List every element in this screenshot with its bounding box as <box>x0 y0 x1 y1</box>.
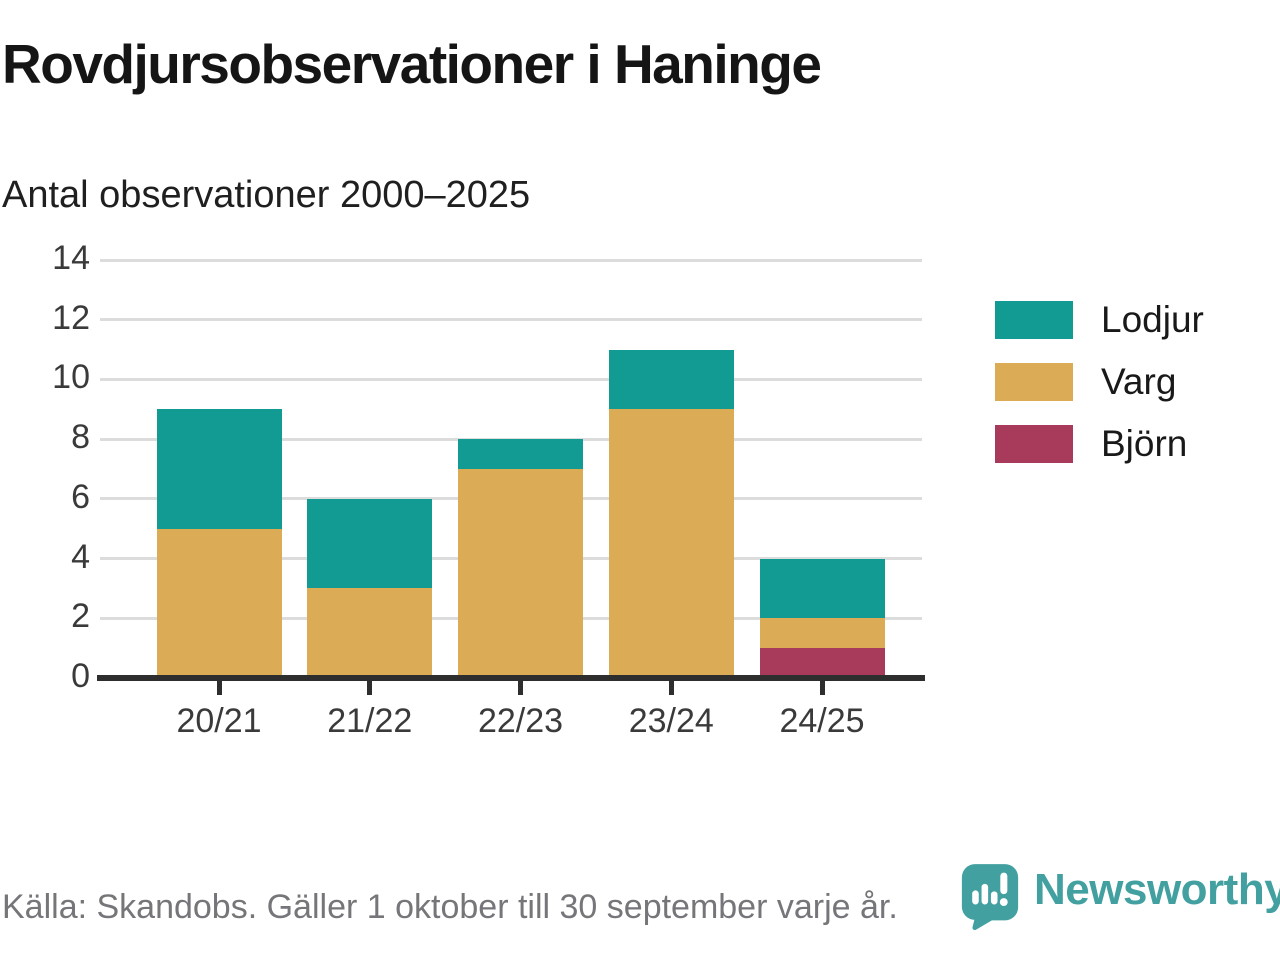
newsworthy-logo: Newsworthy <box>960 862 1280 930</box>
newsworthy-wordmark: Newsworthy <box>1034 865 1280 914</box>
x-tick-mark <box>668 678 674 695</box>
legend-item-varg: Varg <box>995 361 1204 403</box>
source-note: Källa: Skandobs. Gäller 1 oktober till 3… <box>2 888 898 926</box>
x-tick-mark <box>819 678 825 695</box>
x-tick-mark <box>216 678 222 695</box>
y-tick-label: 4 <box>71 537 90 576</box>
bar-segment-lodjur-24-25 <box>759 558 885 619</box>
x-axis-line <box>97 675 925 681</box>
bar-segment-lodjur-21-22 <box>307 498 433 589</box>
bar-segment-varg-22-23 <box>458 469 583 678</box>
bar-segment-varg-20-21 <box>156 528 282 678</box>
legend-label-lodjur: Lodjur <box>1101 299 1204 340</box>
bar-segment-varg-23-24 <box>608 409 734 678</box>
y-tick-label: 6 <box>71 477 90 516</box>
legend-label-varg: Varg <box>1101 361 1177 402</box>
y-grid-line <box>100 258 922 262</box>
x-tick-label: 24/25 <box>779 702 865 740</box>
y-tick-label: 12 <box>52 298 90 337</box>
x-tick-label: 22/23 <box>477 702 564 740</box>
newsworthy-bubble-chart-icon <box>961 864 1019 930</box>
legend-swatch-varg <box>995 363 1073 401</box>
legend-swatch-björn <box>995 425 1073 463</box>
bar-segment-varg-21-22 <box>307 588 433 678</box>
bar-segment-björn-24-25 <box>759 648 885 678</box>
bar-segment-varg-24-25 <box>759 618 885 649</box>
x-tick-label: 20/21 <box>176 702 262 740</box>
chart-subtitle: Antal observationer 2000–2025 <box>2 174 531 216</box>
x-tick-label: 23/24 <box>628 702 714 740</box>
y-tick-label: 8 <box>71 418 90 457</box>
x-tick-mark <box>518 678 523 695</box>
y-tick-label: 0 <box>71 657 90 695</box>
bar-segment-lodjur-20-21 <box>156 409 282 529</box>
chart-title: Rovdjursobservationer i Haninge <box>2 33 822 95</box>
y-tick-label: 14 <box>52 239 90 277</box>
legend-item-björn: Björn <box>995 423 1204 465</box>
legend-item-lodjur: Lodjur <box>995 299 1204 341</box>
y-grid-line <box>100 377 922 381</box>
y-tick-label: 10 <box>52 358 90 397</box>
y-grid-line <box>100 318 922 322</box>
bar-segment-lodjur-23-24 <box>608 349 734 410</box>
legend-swatch-lodjur <box>995 301 1073 339</box>
x-tick-mark <box>367 678 373 695</box>
legend-label-björn: Björn <box>1101 423 1188 464</box>
x-tick-label: 21/22 <box>327 702 413 740</box>
y-tick-label: 2 <box>71 597 90 636</box>
bar-segment-lodjur-22-23 <box>458 439 583 469</box>
legend: Lodjur Varg Björn <box>995 299 1204 485</box>
